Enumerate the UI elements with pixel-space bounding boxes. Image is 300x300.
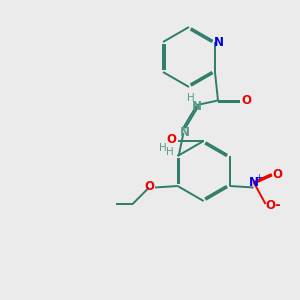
Text: O: O — [273, 167, 283, 181]
Text: H: H — [166, 146, 173, 157]
Text: -: - — [274, 199, 280, 212]
Text: O: O — [265, 199, 275, 212]
Text: +: + — [256, 172, 262, 182]
Text: N: N — [214, 35, 224, 49]
Text: H: H — [159, 142, 167, 153]
Text: O: O — [167, 133, 176, 146]
Text: N: N — [192, 100, 202, 113]
Text: H: H — [187, 93, 194, 103]
Text: O: O — [144, 179, 154, 193]
Text: N: N — [180, 126, 190, 140]
Text: O: O — [242, 94, 251, 107]
Text: N: N — [249, 176, 259, 189]
